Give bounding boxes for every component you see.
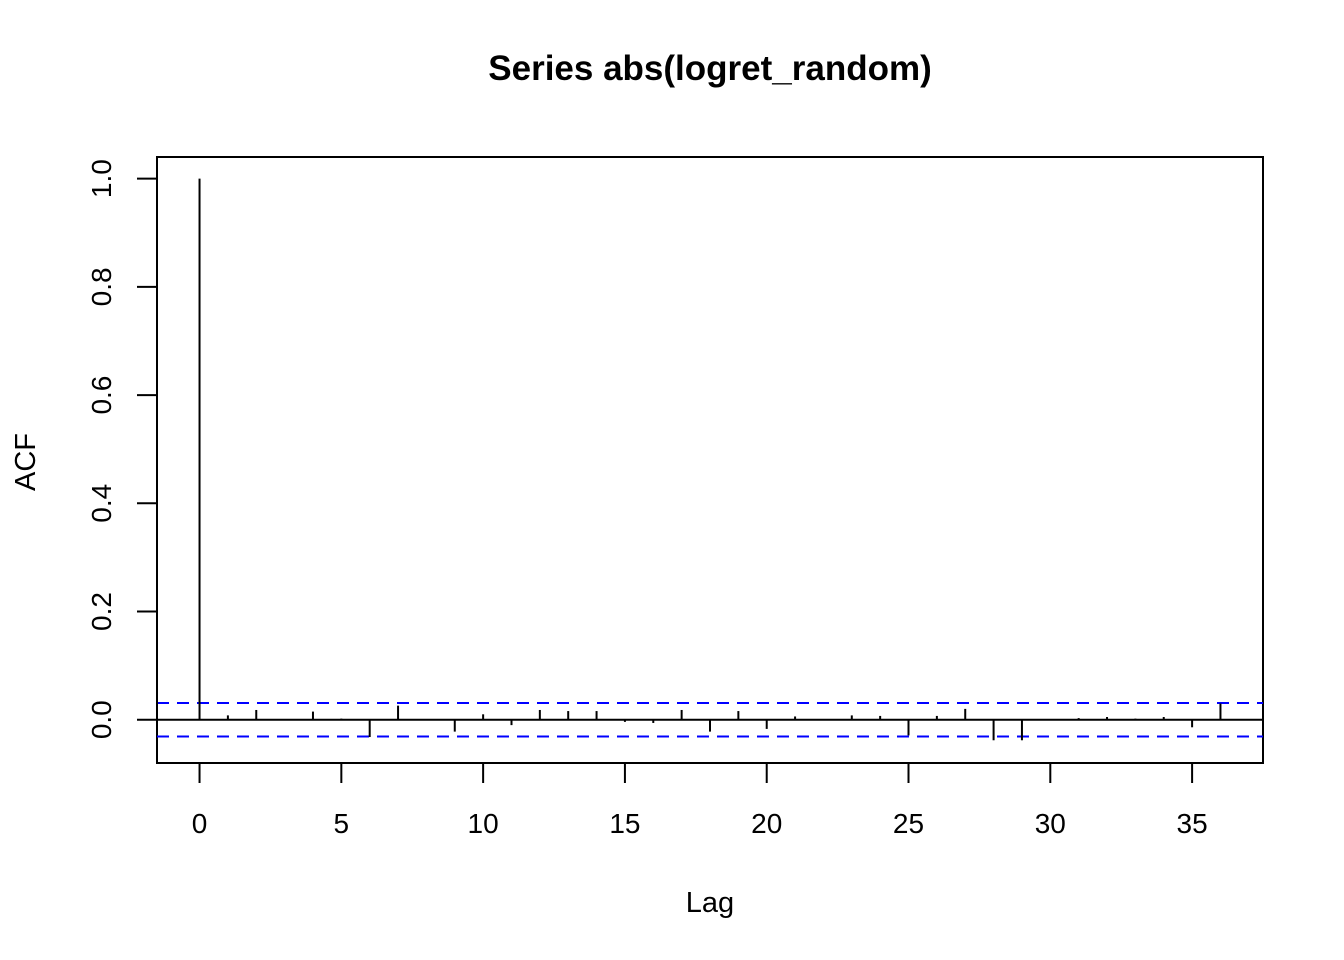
y-tick-label-0.0: 0.0 [86,700,117,739]
y-tick-label-0.4: 0.4 [86,484,117,523]
plot-marks [157,178,1263,741]
x-tick-label-15: 15 [609,808,640,839]
chart-title: Series abs(logret_random) [488,49,931,88]
x-tick-label-10: 10 [468,808,499,839]
x-tick-label-30: 30 [1035,808,1066,839]
x-tick-label-25: 25 [893,808,924,839]
x-tick-label-35: 35 [1177,808,1208,839]
plot-frame [156,156,1264,764]
x-axis-label: Lag [686,887,734,919]
y-tick-label-1.0: 1.0 [86,159,117,198]
x-tick-label-5: 5 [334,808,350,839]
y-axis-label: ACF [10,433,42,491]
y-tick-label-0.6: 0.6 [86,376,117,415]
x-tick-label-20: 20 [751,808,782,839]
y-tick-label-0.8: 0.8 [86,267,117,306]
x-tick-label-0: 0 [192,808,208,839]
y-tick-label-0.2: 0.2 [86,592,117,631]
